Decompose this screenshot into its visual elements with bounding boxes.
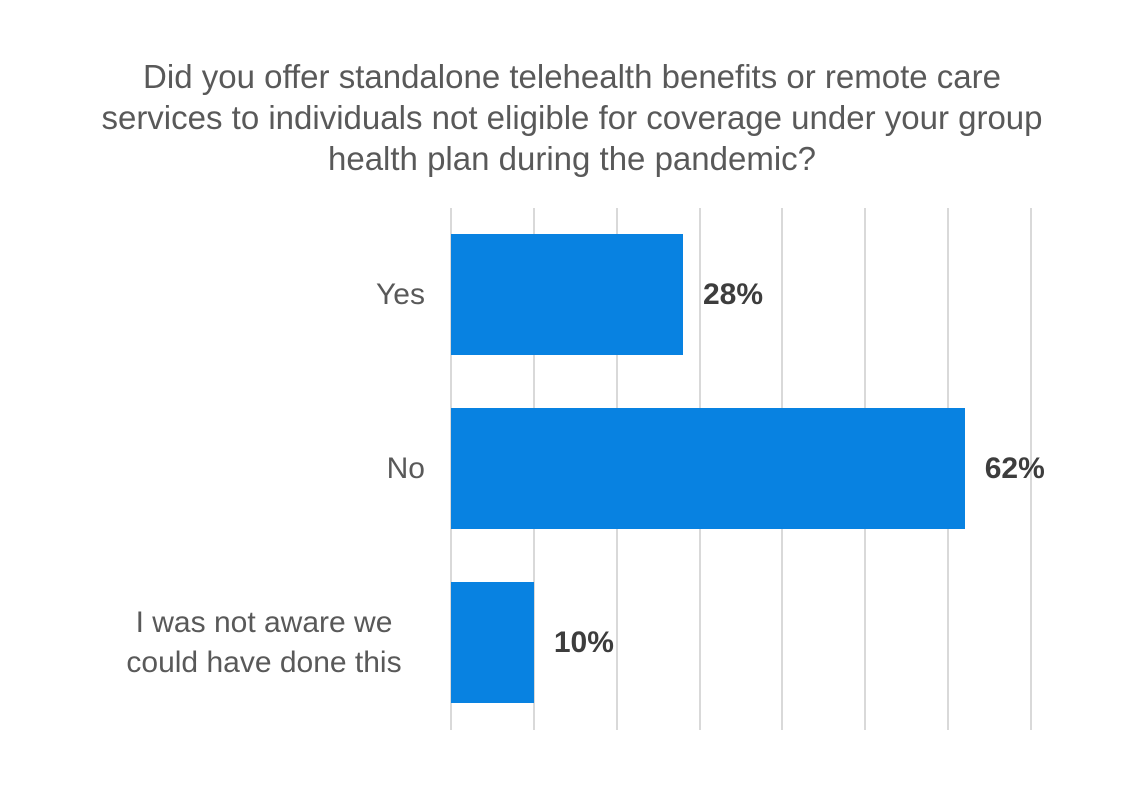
category-row: No xyxy=(0,382,425,556)
category-axis: Yes No I was not aware we could have don… xyxy=(0,208,425,730)
value-label-yes: 28% xyxy=(703,277,764,311)
bar-row-not-aware: 10% xyxy=(451,556,1031,730)
bar-no xyxy=(451,408,965,530)
category-row: I was not aware we could have done this xyxy=(0,556,425,730)
value-label-no: 62% xyxy=(984,451,1045,485)
bar-yes xyxy=(451,234,683,356)
chart-title: Did you offer standalone telehealth bene… xyxy=(101,58,1043,177)
category-label-not-aware: I was not aware we could have done this xyxy=(126,605,402,679)
category-label-no: No xyxy=(386,451,425,485)
plot-area: 28% 62% 10% xyxy=(450,208,1045,730)
gridline xyxy=(1030,208,1032,730)
value-label-not-aware: 10% xyxy=(553,625,614,659)
bar-row-yes: 28% xyxy=(451,208,1031,382)
category-row: Yes xyxy=(0,208,425,382)
bar-row-no: 62% xyxy=(451,382,1045,556)
category-label-yes: Yes xyxy=(376,277,425,311)
bar-rows: 28% 62% 10% xyxy=(451,208,1045,730)
bar-not-aware xyxy=(451,582,534,704)
